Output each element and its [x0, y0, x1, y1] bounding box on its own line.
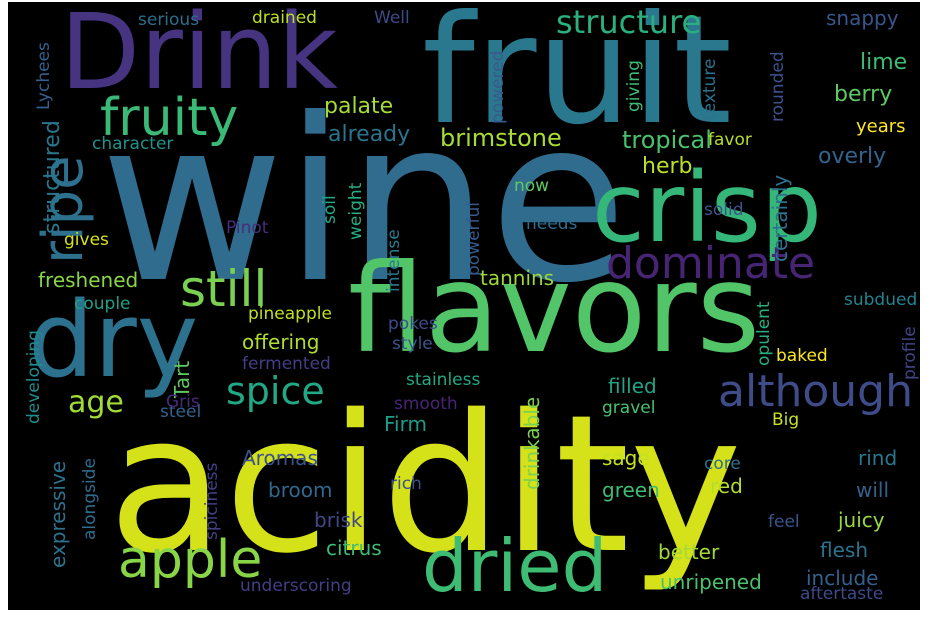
word-drinkable: drinkable — [520, 396, 544, 490]
word-certainly: certainly — [768, 174, 792, 262]
word-lime: lime — [860, 50, 908, 75]
word-style: style — [392, 334, 433, 354]
word-filled: filled — [608, 374, 657, 398]
word-powered: powered — [488, 50, 508, 124]
word-red: red — [710, 474, 743, 498]
word-brimstone: brimstone — [440, 124, 562, 152]
word-flavors: flavors — [348, 238, 761, 380]
word-rind: rind — [858, 446, 898, 470]
word-green: green — [602, 478, 660, 502]
word-texture: texture — [700, 58, 720, 120]
word-age: age — [68, 385, 124, 420]
word-big: Big — [772, 410, 800, 430]
word-solid: solid — [704, 200, 744, 220]
word-wine: wine — [100, 71, 628, 333]
word-powerful: powerful — [464, 201, 484, 276]
word-dominate: dominate — [606, 238, 816, 289]
word-citrus: citrus — [326, 536, 382, 560]
word-weight: weight — [346, 182, 366, 240]
word-structured: structured — [40, 120, 65, 234]
word-fruity: fruity — [100, 88, 239, 148]
word-palate: palate — [324, 94, 394, 119]
word-steel: steel — [160, 402, 202, 422]
word-brisk: brisk — [314, 508, 363, 532]
word-gives: gives — [64, 230, 109, 250]
word-smooth: smooth — [394, 394, 458, 414]
word-baked: baked — [776, 346, 828, 366]
word-juicy: juicy — [838, 508, 885, 532]
word-intense: intense — [384, 229, 404, 292]
word-character: character — [92, 134, 174, 154]
word-profile: profile — [900, 326, 920, 380]
word-drink: Drink — [60, 2, 338, 113]
word-developing: developing — [24, 330, 44, 424]
word-needs: needs — [526, 214, 578, 234]
word-gris: Gris — [166, 392, 200, 412]
word-tropical: tropical — [622, 126, 712, 154]
word-spice: spice — [226, 369, 325, 413]
word-couple: couple — [74, 294, 131, 314]
word-unripened: unripened — [660, 570, 762, 594]
word-dry: dry — [28, 279, 199, 401]
word-pinot: Pinot — [226, 218, 269, 238]
word-drained: drained — [252, 8, 317, 28]
word-core: core — [704, 454, 741, 474]
word-lychees: Lychees — [34, 42, 54, 110]
word-overly: overly — [818, 144, 887, 169]
word-favor: favor — [708, 130, 752, 150]
word-tannins: tannins — [480, 266, 555, 290]
word-structure: structure — [556, 3, 702, 41]
word-soil: soil — [320, 195, 340, 224]
word-dried: dried — [422, 524, 608, 608]
word-giving: giving — [624, 60, 644, 112]
word-subdued: subdued — [844, 290, 918, 310]
word-pokes: pokes — [388, 314, 438, 334]
word-acidity: acidity — [108, 374, 743, 595]
word-crisp: crisp — [592, 152, 822, 264]
word-include: include — [806, 566, 879, 590]
word-gravel: gravel — [602, 398, 656, 418]
word-well: Well — [374, 8, 410, 28]
word-fruit: fruit — [422, 2, 733, 158]
word-berry: berry — [834, 82, 893, 107]
word-still: still — [180, 260, 268, 318]
word-broom: broom — [268, 478, 333, 502]
word-apple: apple — [118, 530, 263, 590]
word-sage: sage — [602, 446, 650, 470]
word-stainless: stainless — [406, 370, 481, 390]
word-rich: rich — [390, 474, 422, 494]
word-herb: herb — [642, 154, 693, 179]
word-expressive: expressive — [46, 460, 70, 568]
word-freshened: freshened — [38, 268, 139, 292]
word-better: better — [658, 540, 720, 564]
word-firm: Firm — [384, 412, 427, 436]
word-years: years — [856, 116, 906, 137]
word-flesh: flesh — [820, 538, 868, 562]
word-snappy: snappy — [826, 6, 899, 30]
word-offering: offering — [242, 330, 320, 354]
word-although: although — [718, 366, 913, 417]
word-aromas: Aromas — [242, 446, 318, 470]
word-already: already — [328, 122, 411, 147]
word-feel: feel — [768, 512, 800, 532]
word-pineapple: pineapple — [248, 304, 332, 324]
word-will: will — [856, 478, 890, 502]
word-rounded: rounded — [768, 51, 788, 122]
word-fermented: fermented — [242, 354, 331, 374]
word-cloud: wine acidity fruit Drink flavors crisp d… — [8, 2, 920, 610]
word-alongside: alongside — [80, 458, 100, 540]
word-underscoring: underscoring — [240, 576, 352, 596]
word-spiciness: spiciness — [202, 462, 222, 540]
word-opulent: opulent — [754, 301, 774, 366]
word-now: now — [514, 176, 550, 196]
word-aftertaste: aftertaste — [800, 584, 884, 604]
word-serious: serious — [138, 10, 200, 30]
